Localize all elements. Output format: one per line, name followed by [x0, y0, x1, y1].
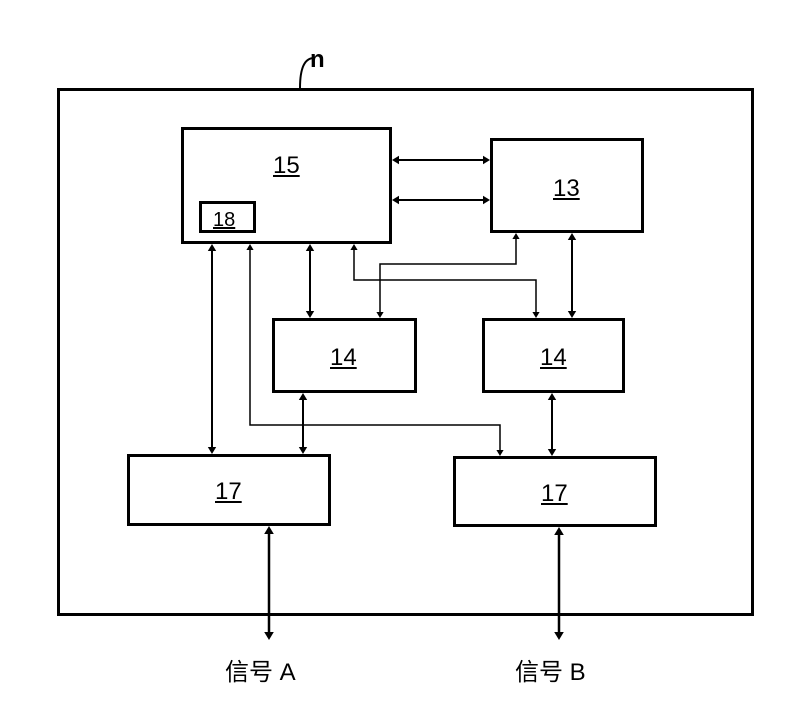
- node-14-right-label: 14: [540, 344, 567, 372]
- node-17-left-label: 17: [215, 478, 242, 506]
- outer-label-n: n: [310, 46, 325, 74]
- node-18-label: 18: [213, 209, 235, 232]
- node-15-label: 15: [273, 152, 300, 180]
- node-14-left-label: 14: [330, 344, 357, 372]
- signal-a-label: 信号 A: [225, 652, 296, 687]
- signal-b-label: 信号 B: [515, 652, 586, 687]
- diagram-stage: { "canvas": { "width": 800, "height": 71…: [0, 0, 800, 715]
- node-13-label: 13: [553, 175, 580, 203]
- node-17-right-label: 17: [541, 480, 568, 508]
